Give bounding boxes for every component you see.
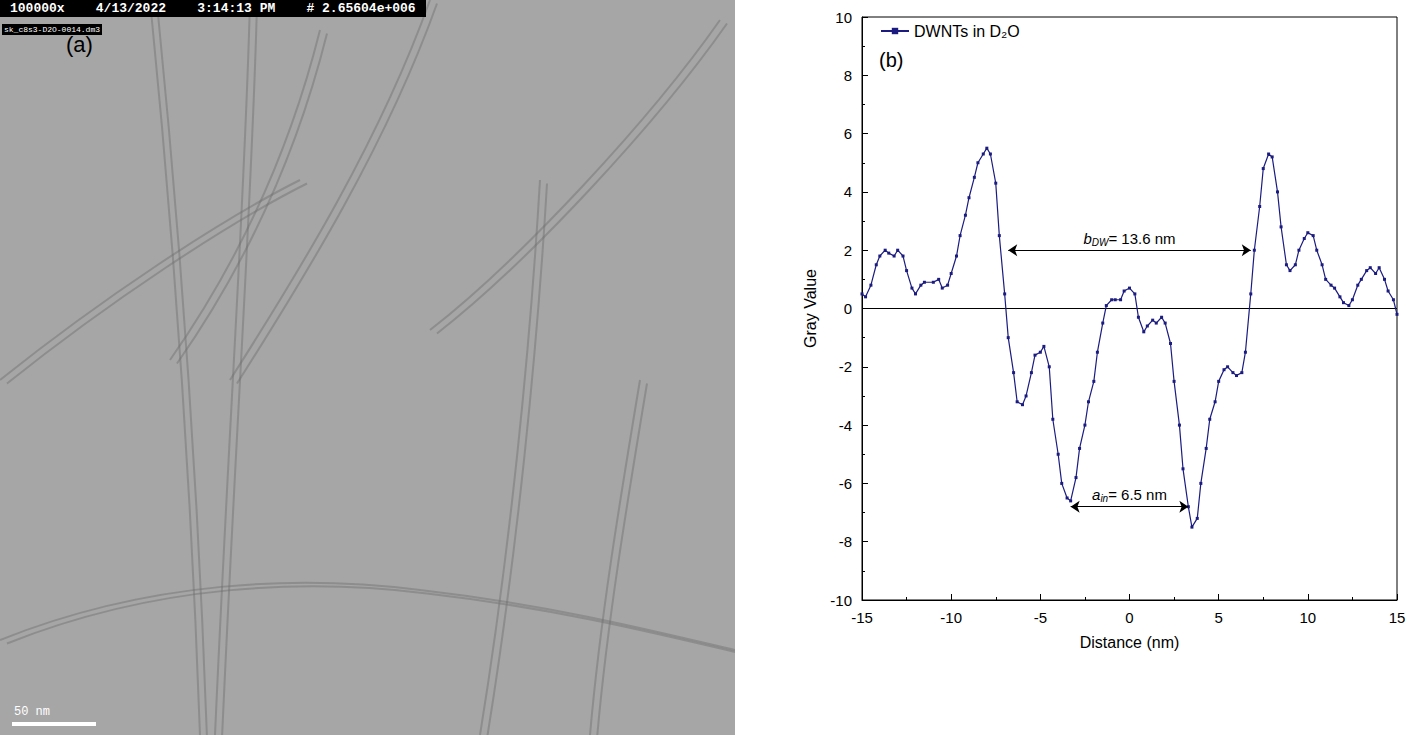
svg-text:DWNTs in D₂O: DWNTs in D₂O (914, 23, 1020, 40)
svg-text:a: a (1092, 486, 1100, 503)
svg-text:4: 4 (844, 183, 852, 200)
svg-text:-4: -4 (839, 417, 852, 434)
html-text:sk_c8s3-D2O-0014.dm3: sk_c8s3-D2O-0014.dm3 (4, 25, 100, 34)
svg-text:(b): (b) (879, 49, 903, 71)
svg-text:5: 5 (1214, 609, 1222, 626)
svg-text:10: 10 (835, 9, 852, 26)
svg-text:6: 6 (844, 125, 852, 142)
html-text:50 nm: 50 nm (14, 705, 50, 719)
svg-text:2: 2 (844, 242, 852, 259)
html-text:100000x 4/13/2022 3:14:13 PM #: 100000x 4/13/2022 3:14:13 PM # 2.65604e+… (10, 1, 416, 16)
svg-text:0: 0 (844, 300, 852, 317)
svg-text:= 6.5 nm: = 6.5 nm (1108, 486, 1167, 503)
svg-text:DW: DW (1092, 237, 1110, 248)
svg-text:-5: -5 (1034, 609, 1047, 626)
svg-text:-6: -6 (839, 475, 852, 492)
svg-text:b: b (1083, 230, 1091, 247)
svg-text:in: in (1100, 493, 1109, 505)
svg-text:Gray Value: Gray Value (802, 269, 819, 348)
svg-text:15: 15 (1389, 609, 1406, 626)
svg-text:-2: -2 (839, 358, 852, 375)
svg-text:= 13.6 nm: = 13.6 nm (1108, 230, 1175, 247)
svg-text:-15: -15 (851, 609, 873, 626)
svg-text:Distance (nm): Distance (nm) (1080, 634, 1180, 651)
svg-text:-10: -10 (830, 592, 852, 609)
svg-text:-10: -10 (940, 609, 962, 626)
html-text:(a): (a) (66, 32, 93, 57)
svg-text:10: 10 (1299, 609, 1316, 626)
svg-text:0: 0 (1125, 609, 1133, 626)
svg-text:-8: -8 (839, 533, 852, 550)
svg-text:8: 8 (844, 67, 852, 84)
